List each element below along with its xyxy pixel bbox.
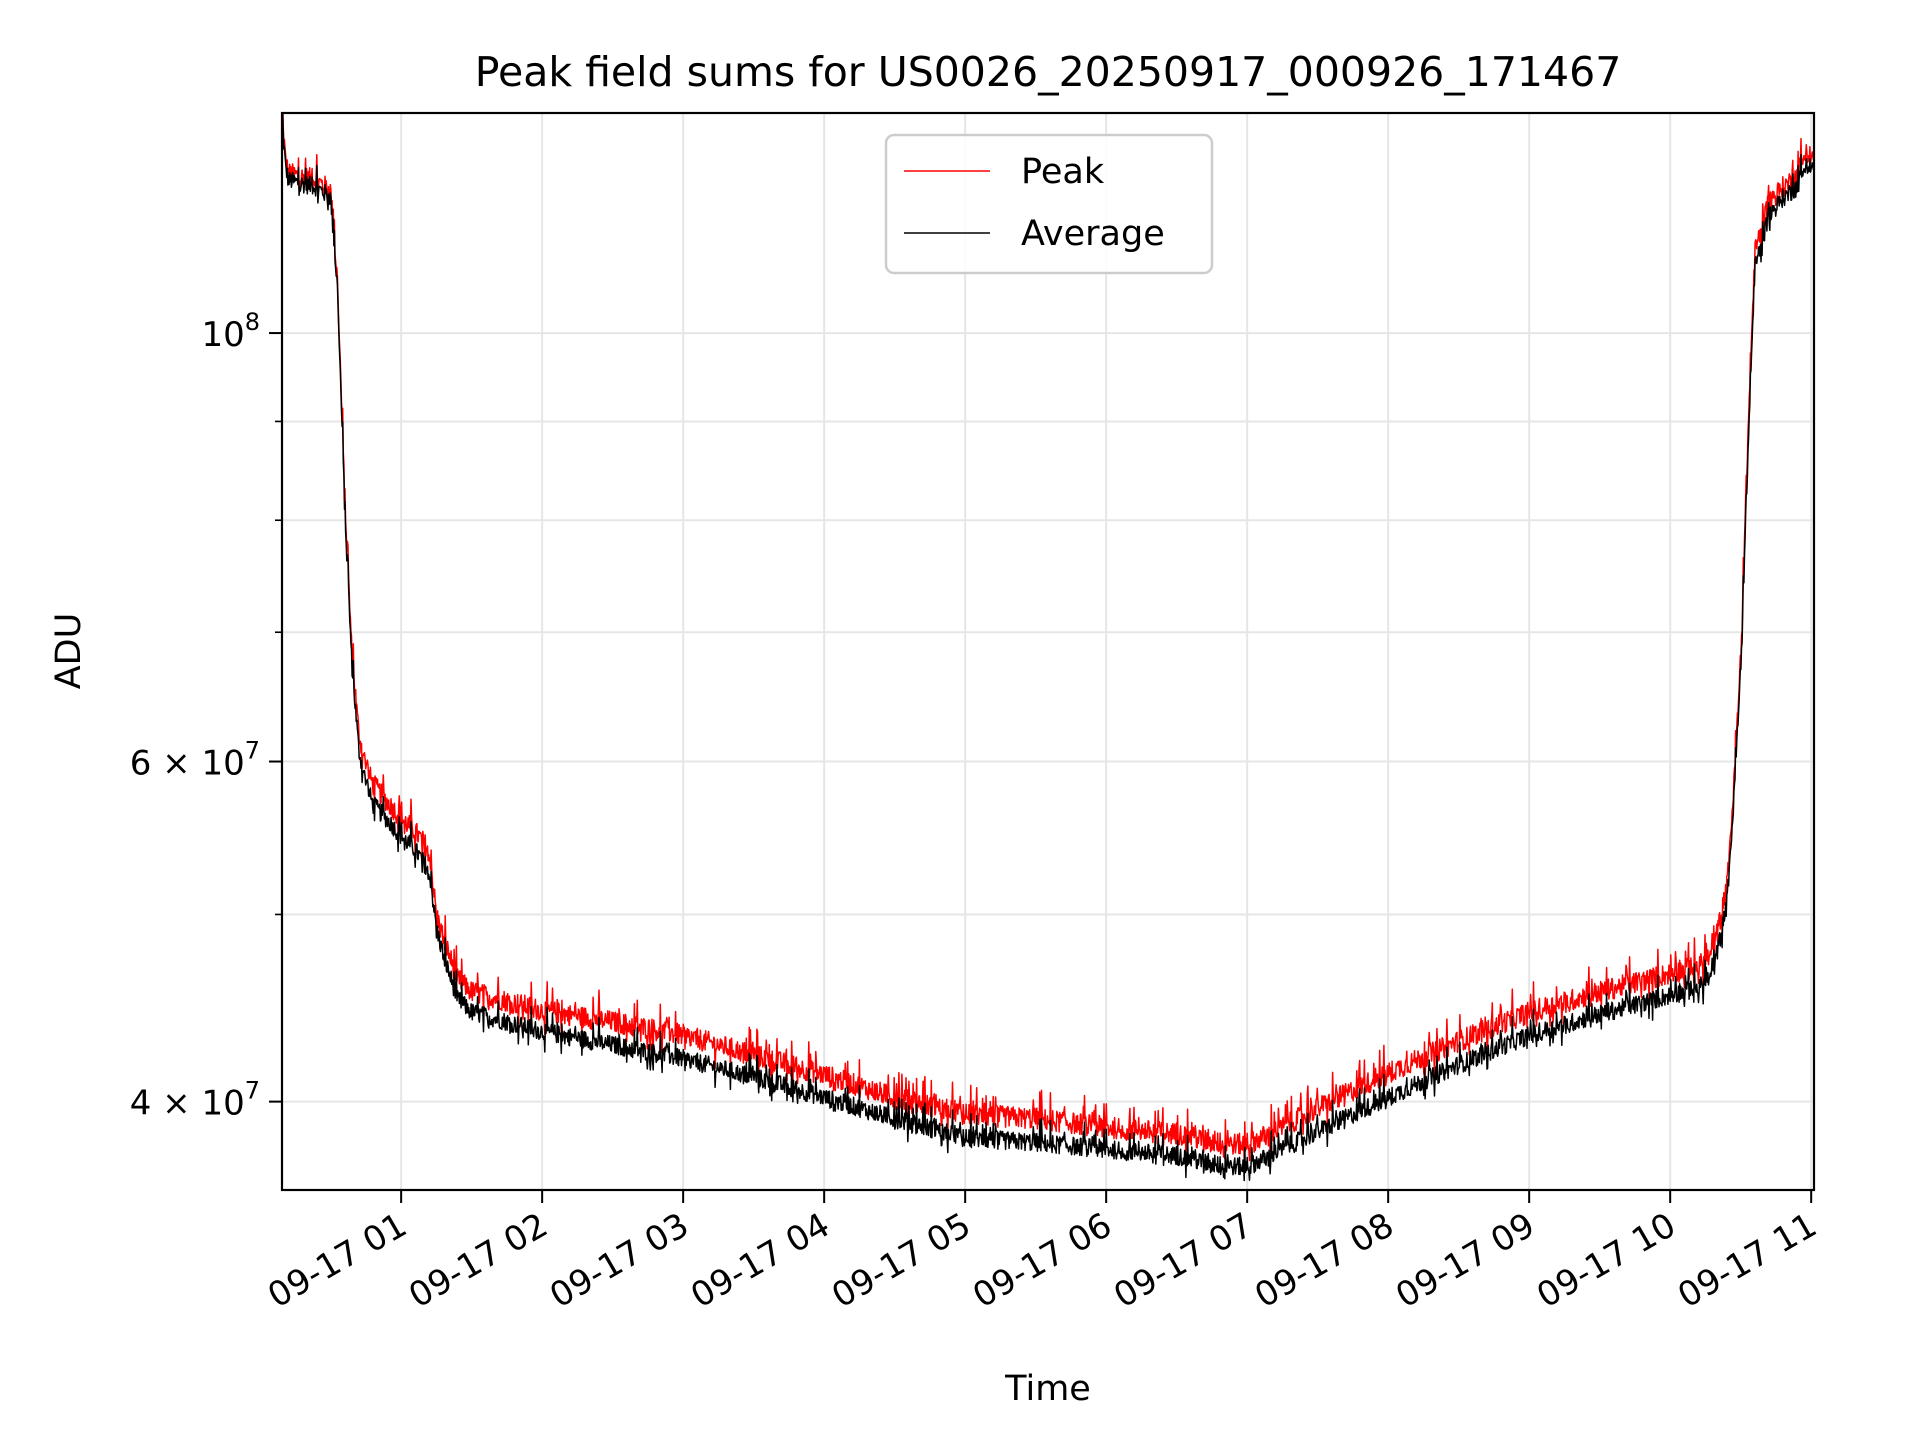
series-lines <box>282 113 1814 1182</box>
y-axis-label: ADU <box>49 613 89 690</box>
y-tick-exponent: 8 <box>245 308 260 336</box>
plot-area <box>282 113 1814 1182</box>
y-tick-base: 4 × 10 <box>130 1084 245 1124</box>
y-tick-label: 108 <box>201 308 260 355</box>
y-tick-exponent: 7 <box>245 1077 260 1105</box>
legend-box <box>884 133 1214 275</box>
legend-average-label: Average <box>1021 214 1165 254</box>
grid <box>282 113 1814 1190</box>
y-tick-base: 6 × 10 <box>130 744 245 784</box>
y-tick-label: 4 × 107 <box>130 1077 260 1124</box>
series-line-peak <box>282 113 1814 1162</box>
series-line-average <box>282 113 1814 1182</box>
legend: Peak Average <box>884 133 1214 275</box>
chart-title: Peak field sums for US0026_20250917_0009… <box>475 48 1622 96</box>
y-tick-exponent: 7 <box>245 737 260 765</box>
y-tick-label: 6 × 107 <box>130 737 260 784</box>
legend-peak-label: Peak <box>1021 152 1105 192</box>
plot-frame <box>280 111 1816 1192</box>
y-tick-base: 10 <box>201 315 244 355</box>
x-axis-label: Time <box>1004 1369 1091 1409</box>
